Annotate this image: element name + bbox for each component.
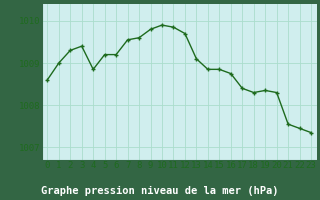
Text: Graphe pression niveau de la mer (hPa): Graphe pression niveau de la mer (hPa) bbox=[41, 186, 279, 196]
